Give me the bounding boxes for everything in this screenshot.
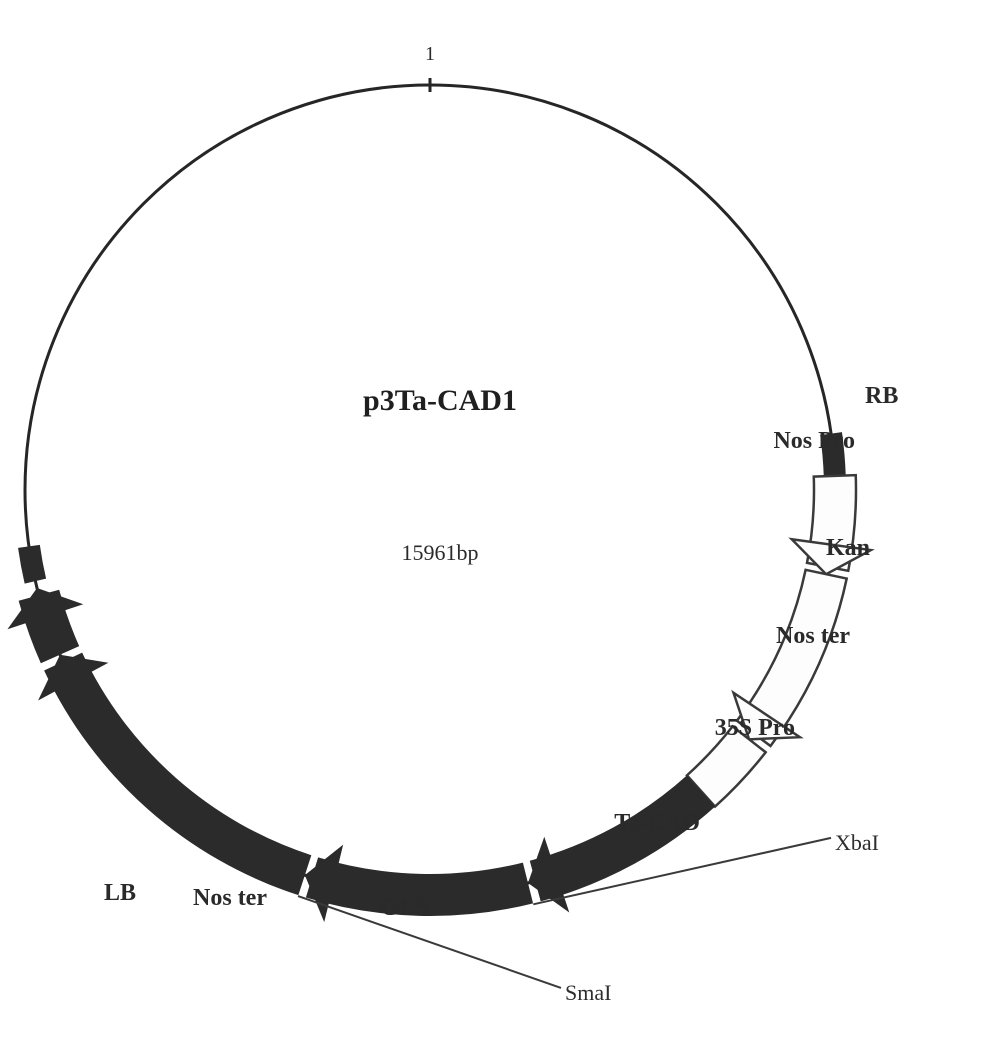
segment-gus [44, 653, 311, 895]
origin-label: 1 [425, 43, 435, 65]
site-label-smai: SmaI [565, 980, 611, 1005]
feature-label-tacad: Ta-CAD [614, 810, 700, 836]
segment-lb [18, 545, 46, 584]
feature-label-lb: LB [104, 880, 136, 906]
feature-label-kan: Kan [826, 535, 870, 561]
feature-label-nospro: Nos Pro [773, 428, 855, 454]
site-label-xbai: XbaI [835, 830, 879, 855]
feature-label-noster1: Nos ter [776, 623, 850, 649]
plasmid-size: 15961bp [402, 540, 479, 565]
feature-label-35spro: 35S Pro [715, 715, 795, 741]
feature-label-noster2: Nos ter [193, 885, 267, 911]
feature-label-rb: RB [865, 383, 898, 409]
plasmid-name: p3Ta-CAD1 [363, 384, 517, 417]
feature-label-gus: GUS [380, 895, 429, 921]
